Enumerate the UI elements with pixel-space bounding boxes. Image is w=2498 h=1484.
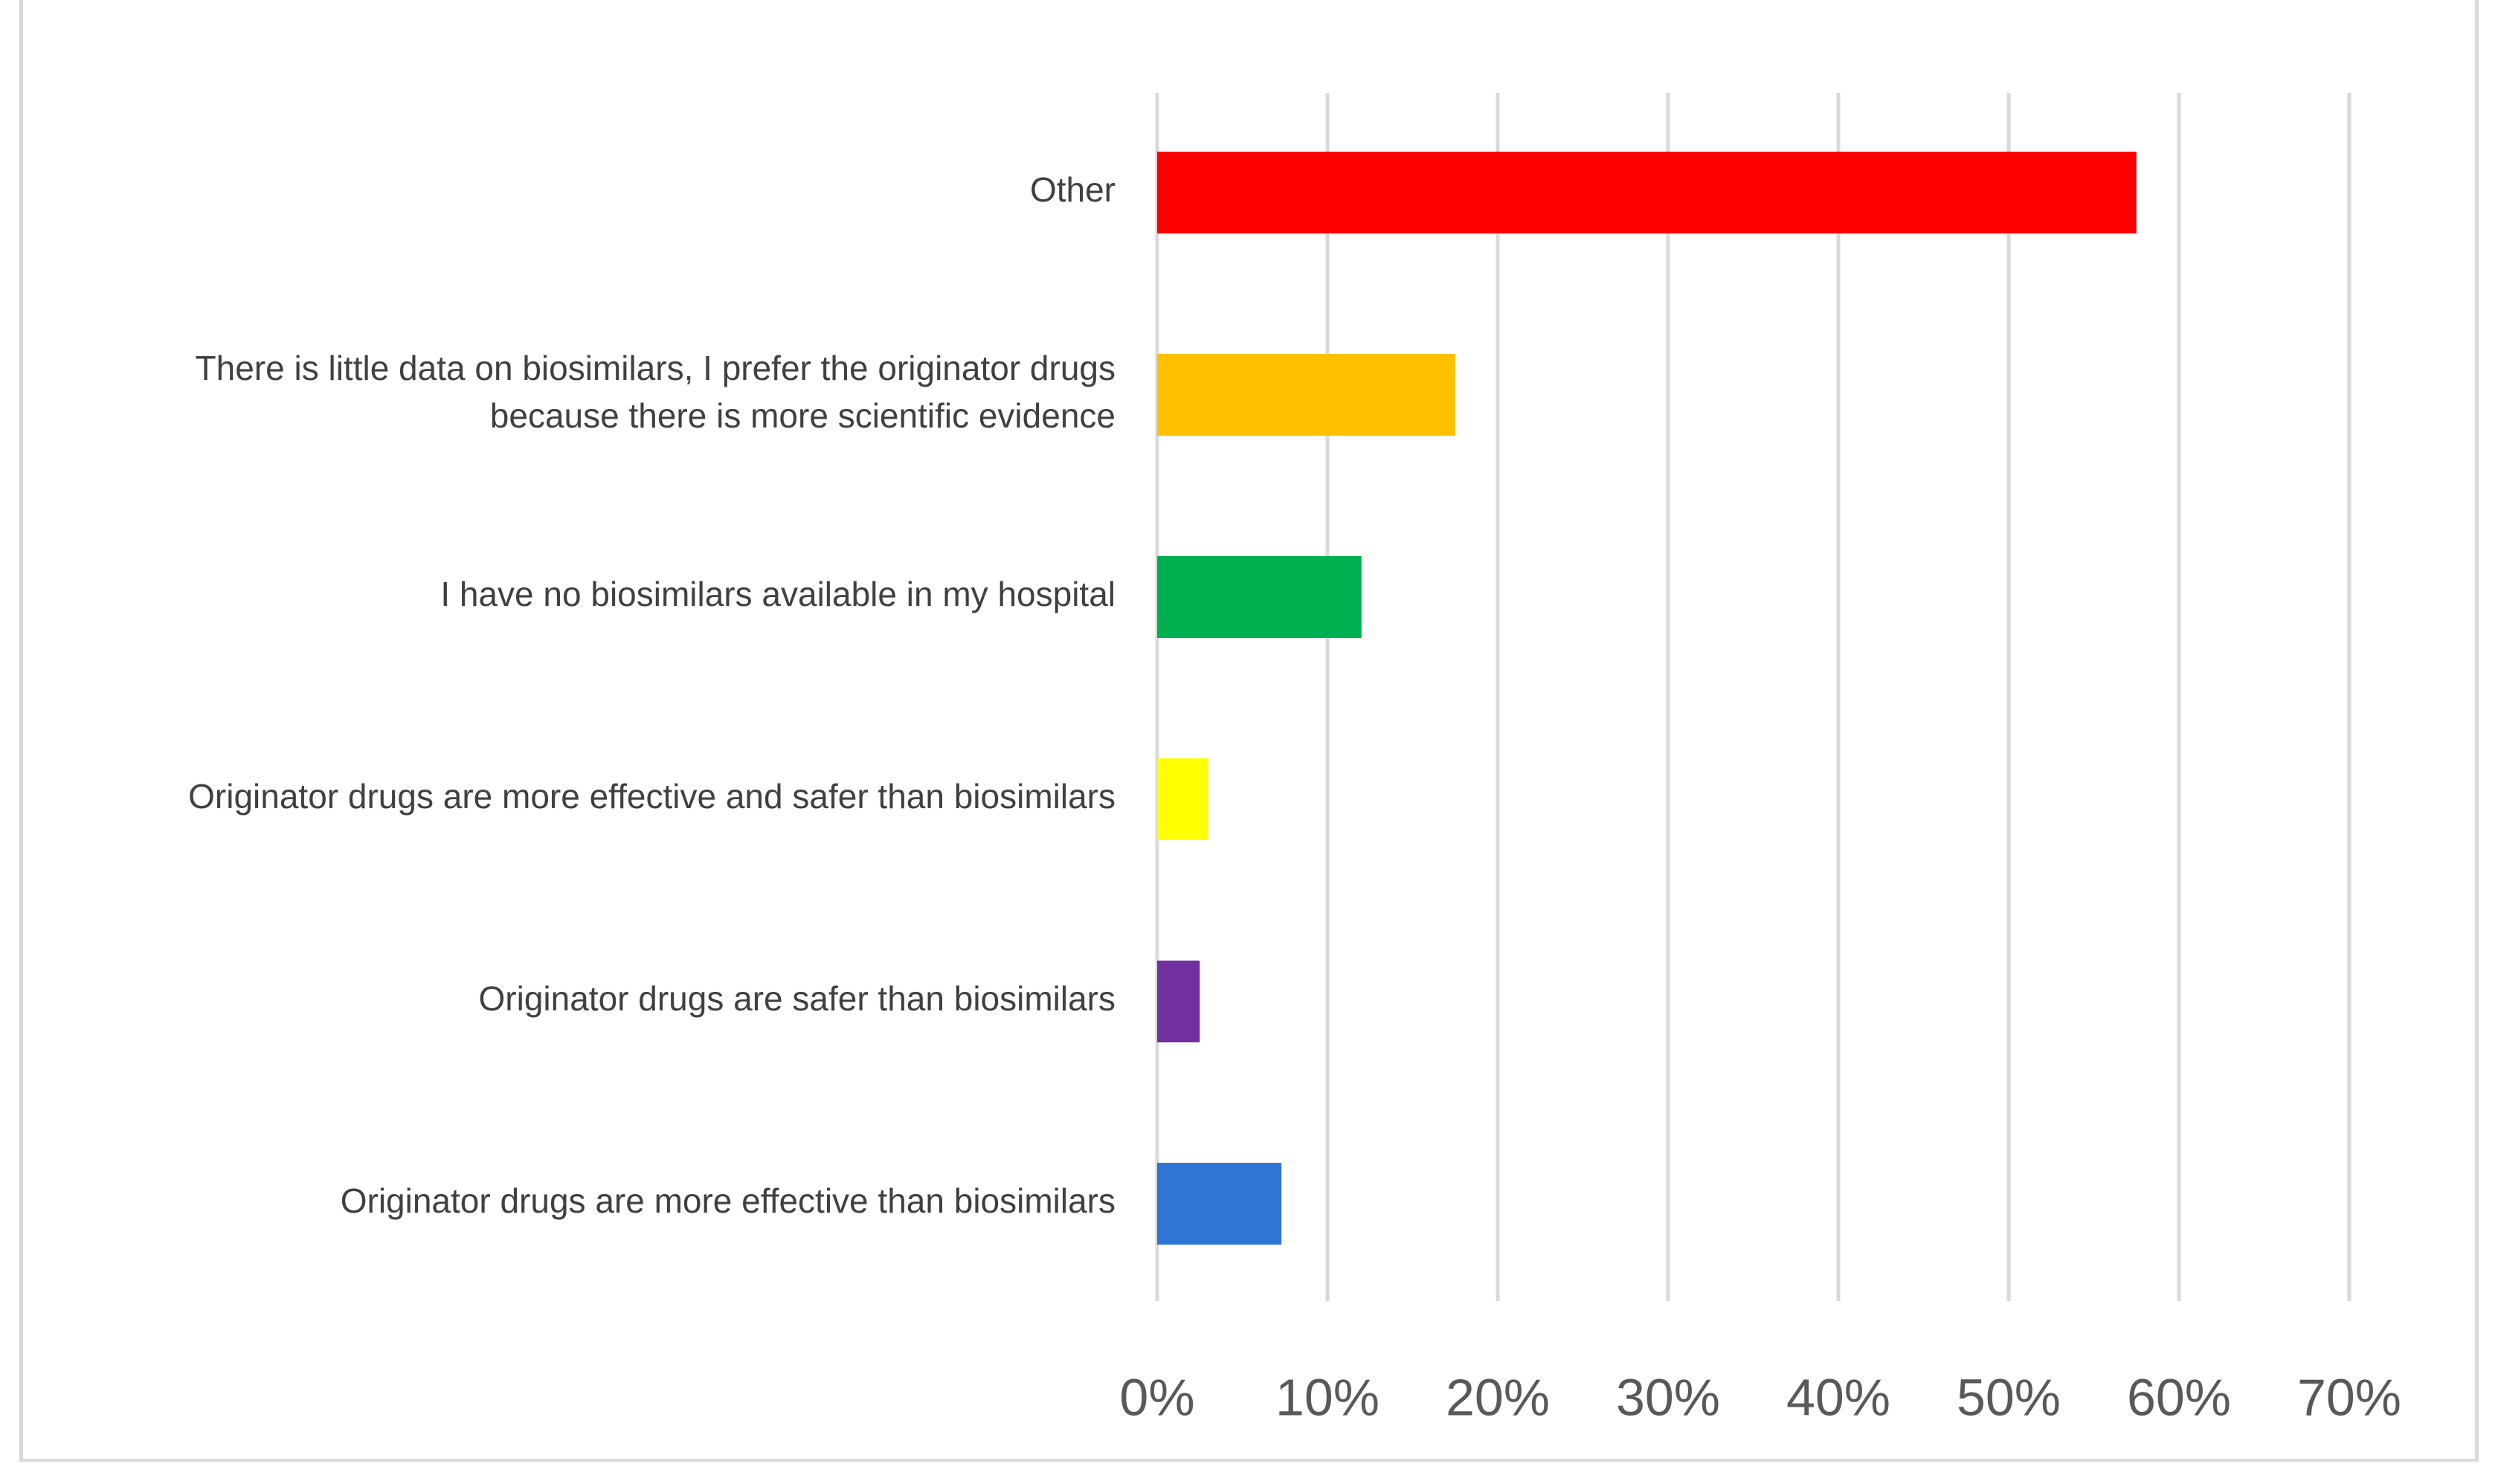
chart-frame-bottom bbox=[19, 1459, 2479, 1462]
x-tick-label: 0% bbox=[1119, 1368, 1194, 1426]
category-label: Originator drugs are more effective than… bbox=[341, 1181, 1116, 1220]
gridlines bbox=[1155, 93, 2351, 1301]
x-tick-label: 50% bbox=[1957, 1368, 2061, 1426]
bar-4 bbox=[1157, 961, 1200, 1042]
x-tick-label: 60% bbox=[2127, 1368, 2231, 1426]
category-label: Originator drugs are more effective and … bbox=[188, 777, 1116, 816]
bars bbox=[1157, 152, 2137, 1245]
x-tick-label: 40% bbox=[1786, 1368, 1890, 1426]
bar-5 bbox=[1157, 1163, 1282, 1245]
bar-0 bbox=[1157, 152, 2137, 233]
x-tick-label: 30% bbox=[1616, 1368, 1720, 1426]
chart-frame-right bbox=[2475, 0, 2479, 1461]
chart-frame-left bbox=[19, 0, 23, 1461]
category-label: Other bbox=[1030, 170, 1116, 209]
x-tick-label: 20% bbox=[1446, 1368, 1550, 1426]
category-labels: Other There is little data on biosimilars… bbox=[188, 170, 1116, 1220]
bar-1 bbox=[1157, 354, 1455, 436]
category-label: There is little data on biosimilars, I p… bbox=[196, 349, 1116, 387]
category-label: because there is more scientific evidenc… bbox=[490, 396, 1116, 435]
x-tick-label: 70% bbox=[2297, 1368, 2401, 1426]
bar-3 bbox=[1157, 758, 1208, 840]
x-tick-label: 10% bbox=[1275, 1368, 1380, 1426]
bar-2 bbox=[1157, 556, 1362, 638]
x-axis-ticks: 0% 10% 20% 30% 40% 50% 60% 70% bbox=[1119, 1368, 2401, 1426]
category-label: I have no biosimilars available in my ho… bbox=[440, 575, 1116, 613]
category-label: Originator drugs are safer than biosimil… bbox=[479, 979, 1116, 1018]
